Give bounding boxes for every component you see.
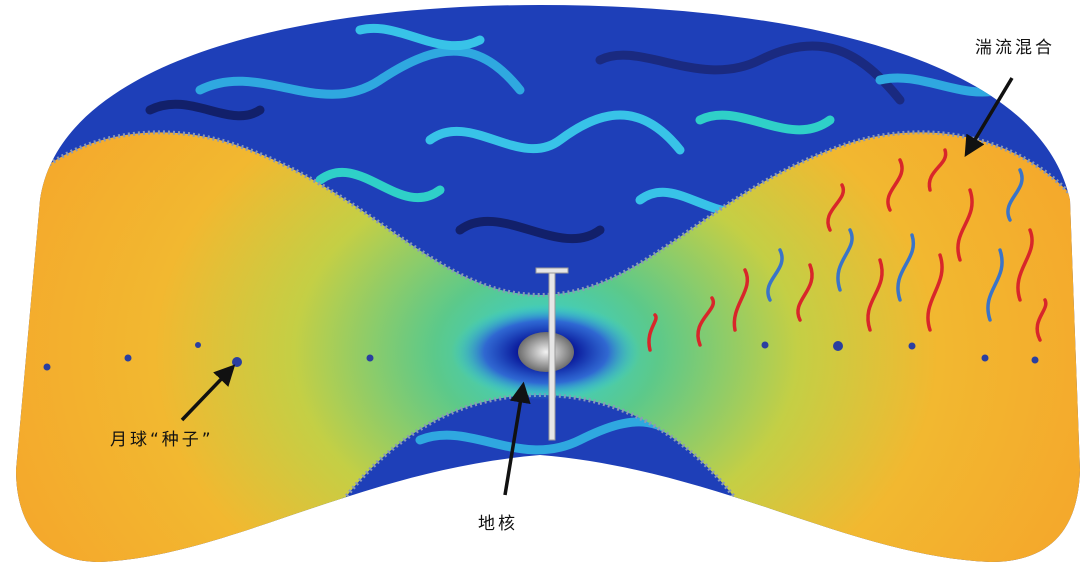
label-turbulence: 湍流混合 (975, 38, 1055, 58)
arrows (180, 77, 1014, 496)
label-moon-seeds: 月球“种子” (110, 430, 214, 450)
core (518, 332, 574, 372)
label-core: 地核 (478, 514, 518, 534)
moon-seeds (43, 341, 1039, 371)
turbulence-swirls (647, 148, 1048, 352)
rotation-axis (535, 267, 569, 441)
